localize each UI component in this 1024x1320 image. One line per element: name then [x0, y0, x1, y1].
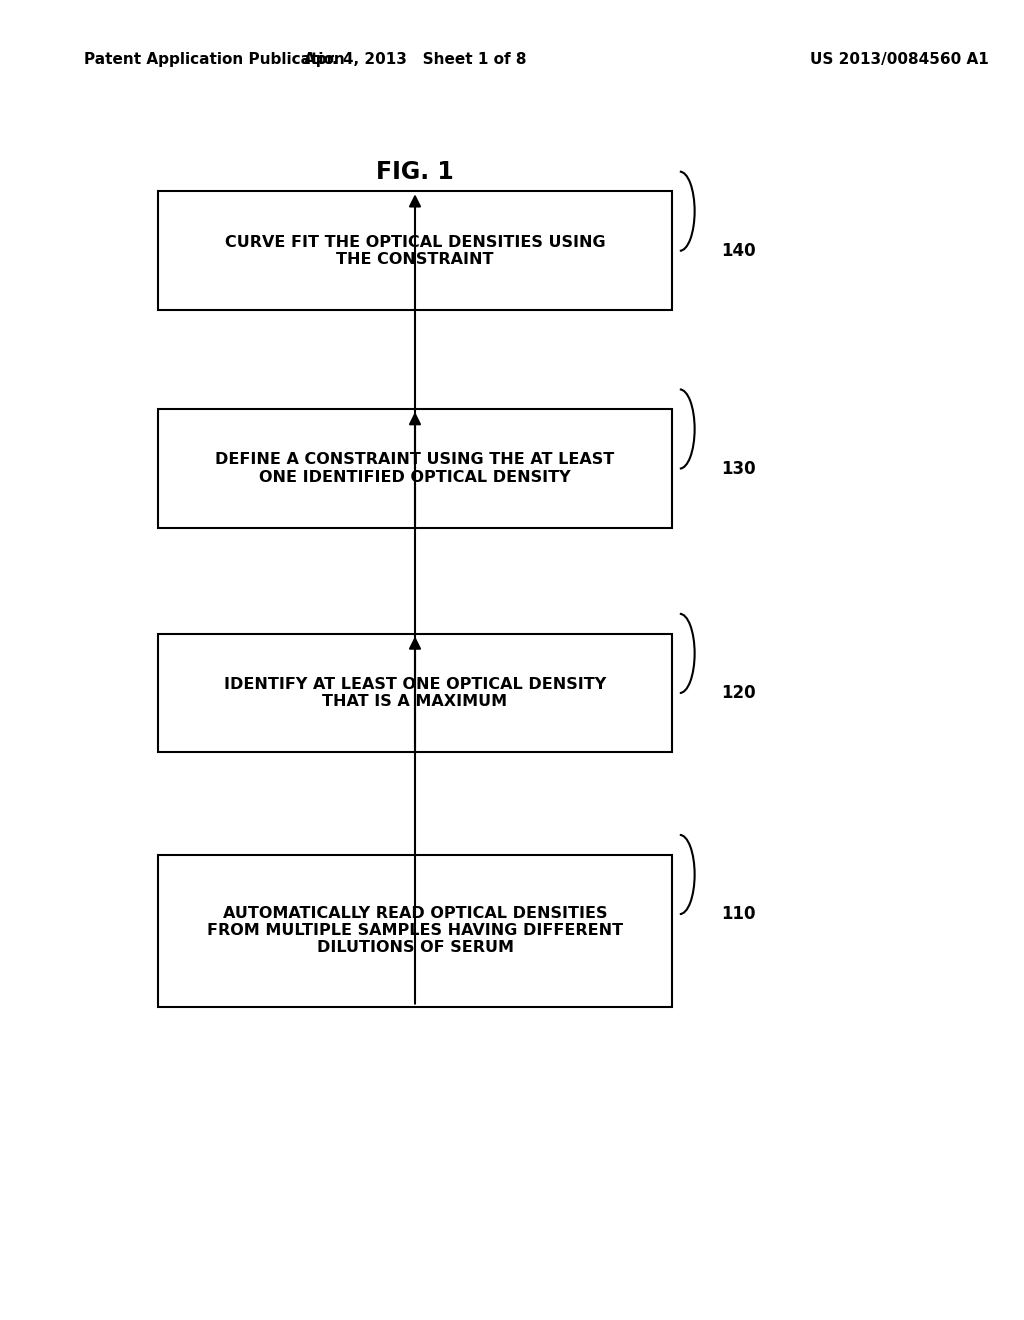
Text: 120: 120 — [721, 684, 756, 702]
Text: CURVE FIT THE OPTICAL DENSITIES USING
THE CONSTRAINT: CURVE FIT THE OPTICAL DENSITIES USING TH… — [224, 235, 605, 267]
Text: AUTOMATICALLY READ OPTICAL DENSITIES
FROM MULTIPLE SAMPLES HAVING DIFFERENT
DILU: AUTOMATICALLY READ OPTICAL DENSITIES FRO… — [207, 906, 623, 956]
Text: DEFINE A CONSTRAINT USING THE AT LEAST
ONE IDENTIFIED OPTICAL DENSITY: DEFINE A CONSTRAINT USING THE AT LEAST O… — [215, 453, 614, 484]
Text: 130: 130 — [721, 459, 756, 478]
Text: Apr. 4, 2013   Sheet 1 of 8: Apr. 4, 2013 Sheet 1 of 8 — [304, 51, 526, 67]
Text: IDENTIFY AT LEAST ONE OPTICAL DENSITY
THAT IS A MAXIMUM: IDENTIFY AT LEAST ONE OPTICAL DENSITY TH… — [224, 677, 606, 709]
Text: 140: 140 — [721, 242, 756, 260]
Text: Patent Application Publication: Patent Application Publication — [84, 51, 345, 67]
Text: FIG. 1: FIG. 1 — [376, 160, 454, 183]
FancyBboxPatch shape — [158, 409, 672, 528]
FancyBboxPatch shape — [158, 634, 672, 752]
FancyBboxPatch shape — [158, 191, 672, 310]
Text: 110: 110 — [721, 906, 756, 923]
FancyBboxPatch shape — [158, 855, 672, 1006]
Text: US 2013/0084560 A1: US 2013/0084560 A1 — [810, 51, 989, 67]
